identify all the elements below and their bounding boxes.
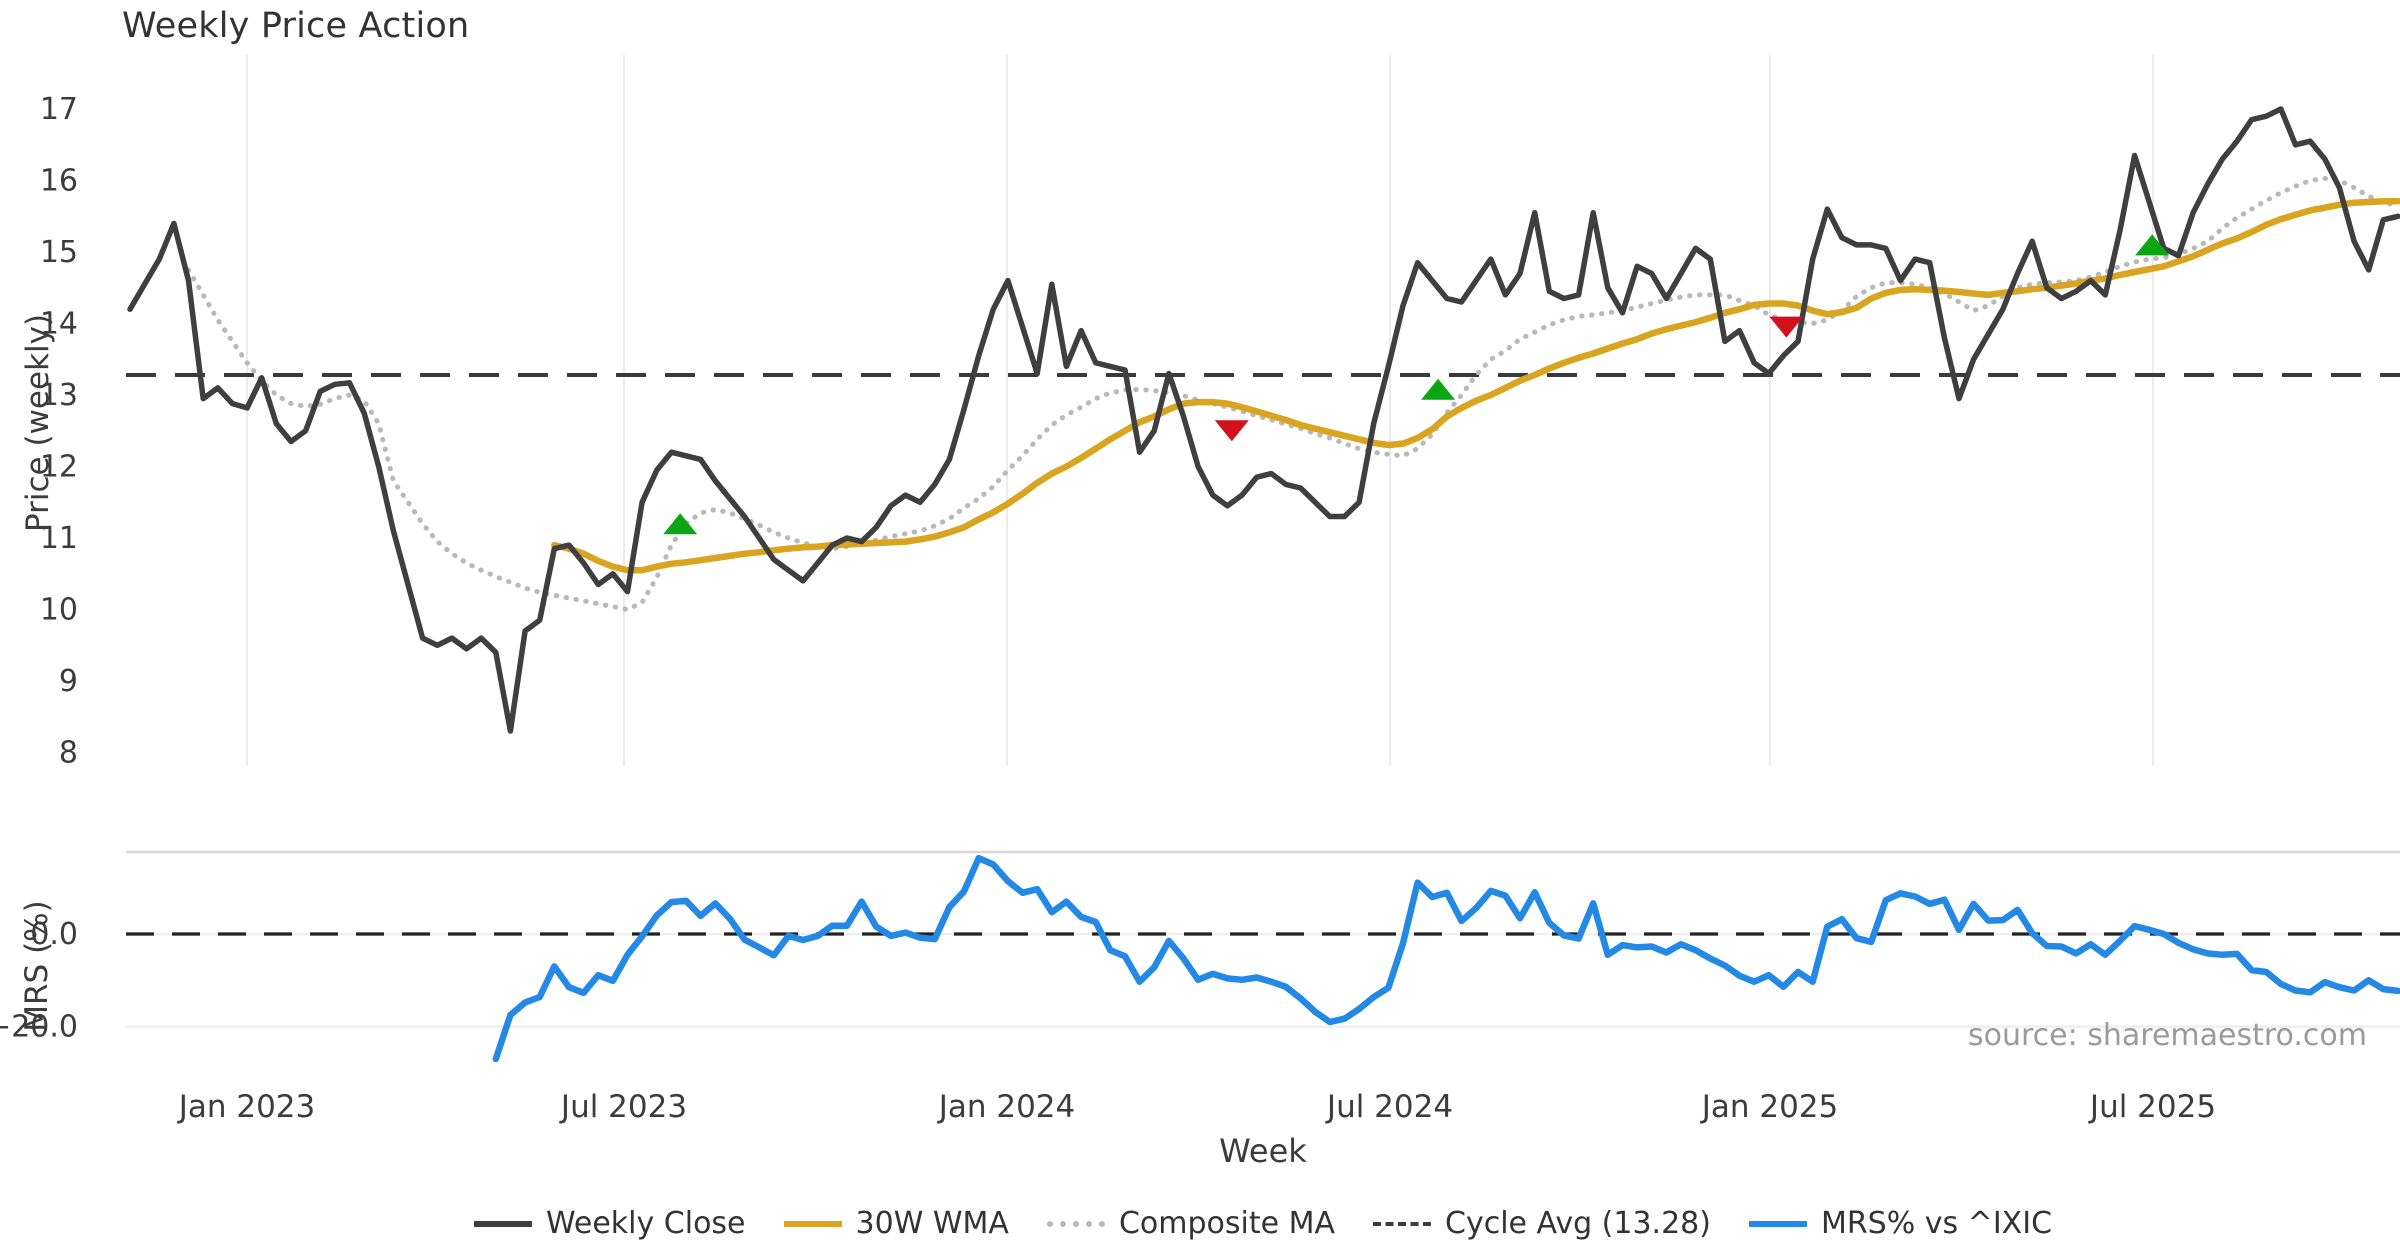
signal-markers <box>663 234 2170 535</box>
price-tick-label: 9 <box>59 664 78 699</box>
legend-label: Weekly Close <box>545 1206 746 1241</box>
buy-marker-icon <box>1421 378 1456 400</box>
price-tick-label: 13 <box>40 378 78 413</box>
legend-item-30w-wma: 30W WMA <box>783 1206 1009 1241</box>
legend-item-cycle-avg: Cycle Avg (13.28) <box>1373 1206 1711 1241</box>
cycle-avg-swatch <box>1373 1221 1432 1226</box>
composite-line-swatch <box>1046 1220 1105 1227</box>
chart-title: Weekly Price Action <box>122 6 470 46</box>
mrs-axis-label: MRS (%) <box>19 900 55 1032</box>
sell-marker-icon <box>1214 420 1249 442</box>
price-tick-label: 10 <box>40 593 78 628</box>
price-tick-label: 17 <box>40 92 78 127</box>
date-tick-label: Jan 2024 <box>937 1089 1076 1125</box>
buy-marker-icon <box>2135 234 2170 256</box>
legend: Weekly Close 30W WMA Composite MA Cycle … <box>126 1206 2400 1241</box>
date-tick-label: Jul 2025 <box>2088 1089 2216 1125</box>
close-line-swatch <box>473 1220 532 1227</box>
legend-item-mrs: MRS% vs ^IXIC <box>1748 1206 2053 1241</box>
date-tick-label: Jan 2025 <box>1700 1089 1839 1125</box>
weekly-close-line <box>127 106 2400 734</box>
mrs-tick-label: 0.0 <box>30 917 78 952</box>
date-tick-label: Jul 2023 <box>559 1089 687 1125</box>
legend-label: MRS% vs ^IXIC <box>1820 1206 2053 1241</box>
mrs-line-swatch <box>1748 1220 1807 1227</box>
mrs-line <box>492 854 2400 1063</box>
price-tick-label: 14 <box>40 307 78 342</box>
gridlines <box>246 55 2154 766</box>
date-tick-label: Jul 2024 <box>1325 1089 1453 1125</box>
mrs-tick-label: −20.0 <box>0 1010 78 1045</box>
source-credit: source: sharemaestro.com <box>1968 1018 2367 1053</box>
legend-label: Composite MA <box>1118 1206 1336 1241</box>
composite-ma-line <box>186 175 2400 613</box>
price-axis-label: Price (weekly) <box>20 313 56 532</box>
price-tick-label: 16 <box>40 164 78 199</box>
price-tick-label: 11 <box>40 521 78 556</box>
wma-line-swatch <box>783 1220 842 1227</box>
sell-marker-icon <box>1769 316 1804 338</box>
x-axis-label: Week <box>1219 1132 1307 1170</box>
legend-item-composite-ma: Composite MA <box>1046 1206 1336 1241</box>
buy-marker-icon <box>663 513 698 535</box>
tick-labels: 8 9 10 11 12 13 14 15 16 17 0.0 −20.0 Jan 2023 Jul 20… <box>0 92 2216 1125</box>
price-tick-label: 15 <box>40 235 78 270</box>
wma-30w-line <box>551 197 2400 574</box>
legend-item-weekly-close: Weekly Close <box>473 1206 746 1241</box>
price-tick-label: 8 <box>59 736 78 771</box>
price-tick-label: 12 <box>40 450 78 485</box>
legend-label: Cycle Avg (13.28) <box>1445 1206 1711 1241</box>
mrs-panel <box>126 850 2400 1028</box>
legend-label: 30W WMA <box>855 1206 1009 1241</box>
date-tick-label: Jan 2023 <box>177 1089 316 1125</box>
